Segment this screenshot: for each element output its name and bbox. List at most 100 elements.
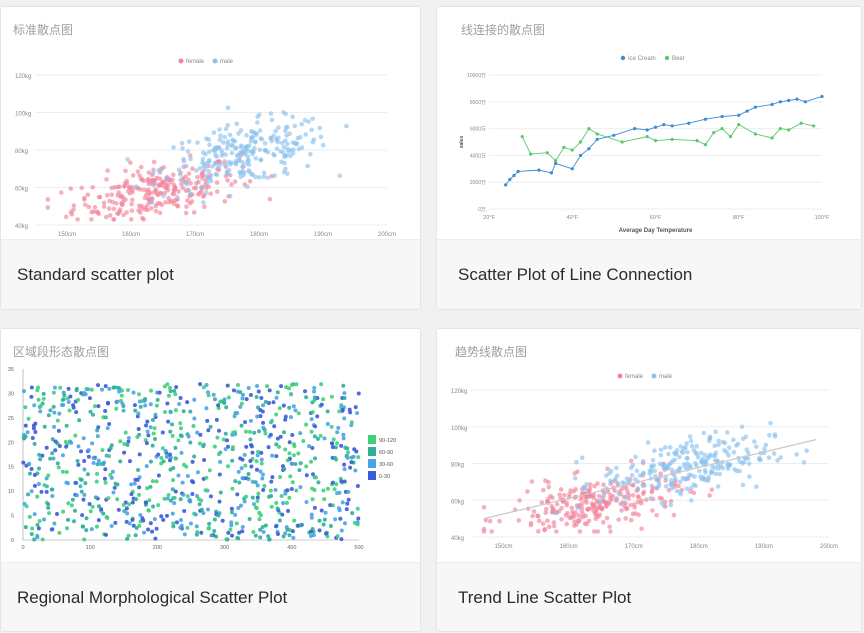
- data-point-female: [668, 498, 674, 504]
- data-point: [50, 437, 55, 442]
- data-point: [259, 396, 264, 401]
- data-point-female: [129, 197, 135, 203]
- data-point: [100, 387, 105, 392]
- legend-label: 90-120: [379, 438, 396, 444]
- data-point-male: [286, 149, 292, 154]
- data-point: [93, 495, 98, 500]
- data-point-male: [231, 138, 236, 144]
- data-point-female: [543, 506, 549, 512]
- data-point: [310, 445, 315, 450]
- data-point: [83, 481, 88, 486]
- card-regional-scatter[interactable]: 区域段形态散点图 0 5 10 15 20 25 30 35 0 100 200 300 400 500 9…: [0, 328, 421, 632]
- data-point-female: [551, 523, 557, 529]
- data-point: [312, 385, 317, 390]
- data-point-female: [567, 491, 572, 497]
- data-point: [214, 417, 219, 422]
- data-point-female: [481, 504, 487, 510]
- data-point-male: [299, 121, 305, 127]
- data-point: [256, 389, 261, 394]
- card-caption: Trend Line Scatter Plot: [437, 562, 861, 631]
- data-point: [207, 521, 212, 526]
- data-point: [205, 418, 210, 423]
- data-point-male: [801, 460, 807, 465]
- data-point: [349, 460, 354, 465]
- data-point-male: [296, 146, 302, 152]
- data-point-beer: [520, 135, 524, 139]
- data-point: [168, 452, 173, 457]
- data-point: [250, 479, 255, 484]
- data-point: [99, 461, 104, 466]
- data-point-male: [243, 144, 249, 150]
- data-point-female: [105, 168, 110, 173]
- data-point: [52, 521, 57, 526]
- data-point-beer: [645, 135, 649, 139]
- data-point: [248, 429, 253, 434]
- data-point: [146, 433, 151, 438]
- data-point: [298, 485, 303, 490]
- data-point: [116, 389, 121, 394]
- data-point-female: [124, 178, 130, 184]
- legend-label-male: male: [659, 374, 673, 380]
- data-point-female: [529, 479, 535, 484]
- data-point-male: [658, 447, 664, 453]
- data-point: [355, 484, 360, 489]
- data-point: [225, 464, 230, 469]
- data-point-male: [709, 468, 714, 474]
- legend-marker-beer: [664, 55, 670, 61]
- data-point: [35, 535, 40, 540]
- card-line-connection-scatter[interactable]: 线连接的散点图 0万 2000万 4000万 6000万 8000万 10000万 20°F…: [436, 6, 862, 310]
- card-standard-scatter[interactable]: 标准散点图 40kg 60kg 80kg 100kg 120kg 150cm 160cm 17…: [0, 6, 421, 310]
- data-point: [46, 505, 51, 510]
- data-point-ice-cream: [578, 153, 583, 157]
- data-point: [339, 537, 344, 542]
- data-point-female: [543, 478, 548, 483]
- data-point-male: [692, 474, 697, 479]
- data-point: [244, 494, 249, 499]
- data-point-male: [225, 171, 231, 177]
- data-point-male: [244, 133, 249, 138]
- data-point: [90, 412, 95, 417]
- data-point: [329, 424, 334, 429]
- data-point: [35, 522, 40, 527]
- data-point-female: [101, 200, 107, 206]
- data-point: [103, 467, 108, 472]
- data-point-female: [189, 199, 195, 204]
- data-point: [56, 428, 61, 433]
- data-point-male: [183, 163, 189, 169]
- data-point-male: [276, 125, 281, 130]
- data-point: [55, 461, 60, 466]
- data-point: [148, 459, 153, 464]
- data-point: [261, 420, 266, 425]
- data-point-female: [657, 495, 663, 501]
- data-point-female: [129, 208, 135, 214]
- data-point: [35, 494, 40, 499]
- data-point: [23, 525, 28, 530]
- card-trend-line-scatter[interactable]: 趋势线散点图 40kg 60kg 80kg 100kg 120kg 150cm 160cm 1…: [436, 328, 862, 632]
- data-point-male: [647, 471, 653, 476]
- data-point: [86, 448, 91, 453]
- data-point: [44, 445, 49, 450]
- data-point-male: [727, 462, 732, 468]
- data-point-male: [197, 165, 203, 171]
- data-point: [91, 461, 96, 466]
- data-point-male: [688, 438, 694, 444]
- data-point: [51, 456, 56, 461]
- data-point: [243, 420, 248, 425]
- data-point-ice-cream: [670, 124, 674, 128]
- data-point: [190, 459, 195, 464]
- data-point-male: [720, 465, 726, 471]
- data-point-male: [775, 458, 780, 463]
- data-point-male: [292, 140, 298, 146]
- data-point: [23, 423, 28, 428]
- y-tick-label: 80kg: [15, 149, 28, 155]
- chart-thumbnail: 标准散点图 40kg 60kg 80kg 100kg 120kg 150cm 160cm 17…: [1, 7, 420, 239]
- data-point-female: [183, 210, 189, 216]
- data-point-female: [576, 513, 582, 518]
- data-point: [71, 519, 76, 524]
- data-point-female: [171, 191, 177, 196]
- data-point: [76, 462, 81, 467]
- data-point: [78, 449, 83, 454]
- data-point: [332, 487, 337, 492]
- data-point: [144, 500, 149, 505]
- data-point: [291, 535, 296, 540]
